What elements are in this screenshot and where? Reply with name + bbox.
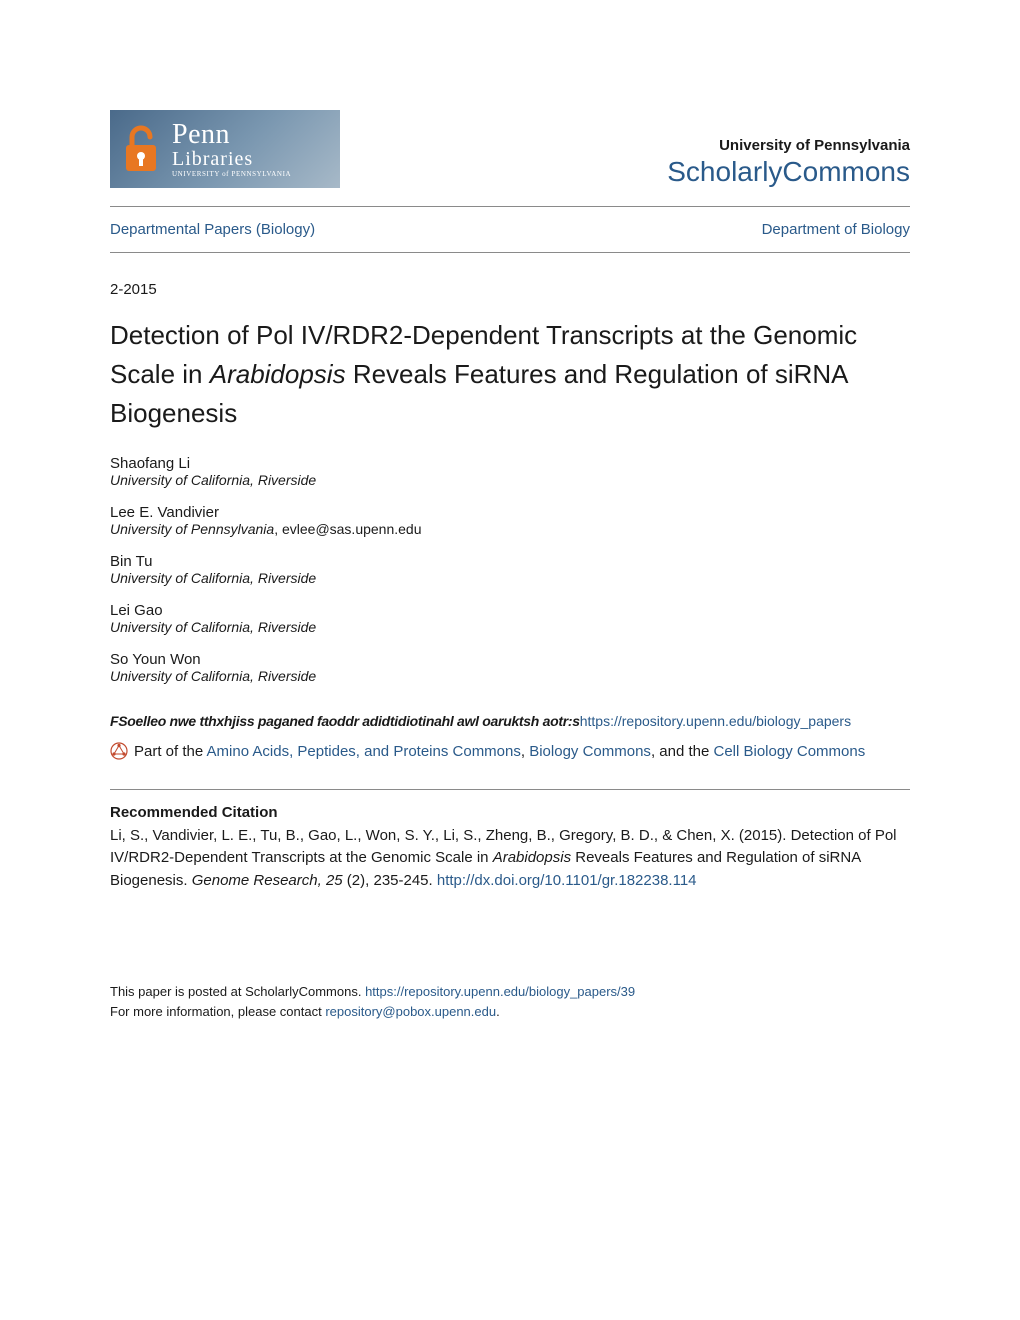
institution-name: University of Pennsylvania <box>667 137 910 154</box>
collection-link[interactable]: Departmental Papers (Biology) <box>110 221 315 238</box>
follow-additional-row: FSoelleo nwe tthxhjiss paganed faoddr ad… <box>110 712 910 732</box>
follow-link[interactable]: https://repository.upenn.edu/biology_pap… <box>580 713 851 729</box>
page-container: Penn Libraries UNIVERSITY of PENNSYLVANI… <box>0 0 1020 1081</box>
publication-date: 2-2015 <box>110 281 910 298</box>
follow-overlap-text: FSoelleo nwe tthxhjiss paganed faoddr ad… <box>110 713 580 729</box>
author-affiliation: University of California, Riverside <box>110 472 910 488</box>
citation-text: Li, S., Vandivier, L. E., Tu, B., Gao, L… <box>110 825 910 893</box>
author-affiliation: University of California, Riverside <box>110 619 910 635</box>
header-row: Penn Libraries UNIVERSITY of PENNSYLVANI… <box>110 110 910 188</box>
authors-list: Shaofang Li University of California, Ri… <box>110 455 910 684</box>
part-of-row: Part of the Amino Acids, Peptides, and P… <box>110 740 910 767</box>
logo-libraries: Libraries <box>172 149 291 169</box>
open-access-lock-icon <box>120 123 162 175</box>
logo-penn: Penn <box>172 121 291 149</box>
author-name: Bin Tu <box>110 553 910 570</box>
logo-text: Penn Libraries UNIVERSITY of PENNSYLVANI… <box>172 121 291 178</box>
author-item: Shaofang Li University of California, Ri… <box>110 455 910 488</box>
footer-contact-link[interactable]: repository@pobox.upenn.edu <box>325 1004 496 1019</box>
author-item: So Youn Won University of California, Ri… <box>110 651 910 684</box>
footer-repo-link[interactable]: https://repository.upenn.edu/biology_pap… <box>365 984 635 999</box>
commons-link-amino[interactable]: Amino Acids, Peptides, and Proteins Comm… <box>207 743 521 760</box>
author-item: Lee E. Vandivier University of Pennsylva… <box>110 504 910 537</box>
recommended-citation-heading: Recommended Citation <box>110 804 910 821</box>
nav-divider <box>110 252 910 253</box>
author-name: So Youn Won <box>110 651 910 668</box>
doi-link[interactable]: http://dx.doi.org/10.1101/gr.182238.114 <box>437 872 697 889</box>
department-link[interactable]: Department of Biology <box>762 221 910 238</box>
author-affiliation: University of California, Riverside <box>110 570 910 586</box>
author-affiliation: University of Pennsylvania, evlee@sas.up… <box>110 521 910 537</box>
scholarlycommons-link[interactable]: ScholarlyCommons <box>667 156 910 188</box>
breadcrumb-row: Departmental Papers (Biology) Department… <box>110 207 910 252</box>
author-email: , evlee@sas.upenn.edu <box>274 521 421 537</box>
citation-divider <box>110 789 910 790</box>
logo-subtitle: UNIVERSITY of PENNSYLVANIA <box>172 171 291 178</box>
network-icon <box>110 742 128 767</box>
part-of-lead: Part of the <box>134 743 207 760</box>
commons-link-biology[interactable]: Biology Commons <box>529 743 651 760</box>
author-name: Lee E. Vandivier <box>110 504 910 521</box>
footer-note: This paper is posted at ScholarlyCommons… <box>110 982 910 1021</box>
paper-title: Detection of Pol IV/RDR2-Dependent Trans… <box>110 316 910 433</box>
commons-link-cellbio[interactable]: Cell Biology Commons <box>714 743 866 760</box>
author-item: Lei Gao University of California, Rivers… <box>110 602 910 635</box>
part-of-text: Part of the Amino Acids, Peptides, and P… <box>134 740 865 763</box>
author-affiliation: University of California, Riverside <box>110 668 910 684</box>
penn-libraries-logo[interactable]: Penn Libraries UNIVERSITY of PENNSYLVANI… <box>110 110 340 188</box>
title-italic: Arabidopsis <box>210 359 346 389</box>
author-item: Bin Tu University of California, Riversi… <box>110 553 910 586</box>
author-name: Shaofang Li <box>110 455 910 472</box>
header-right: University of Pennsylvania ScholarlyComm… <box>667 137 910 188</box>
author-name: Lei Gao <box>110 602 910 619</box>
